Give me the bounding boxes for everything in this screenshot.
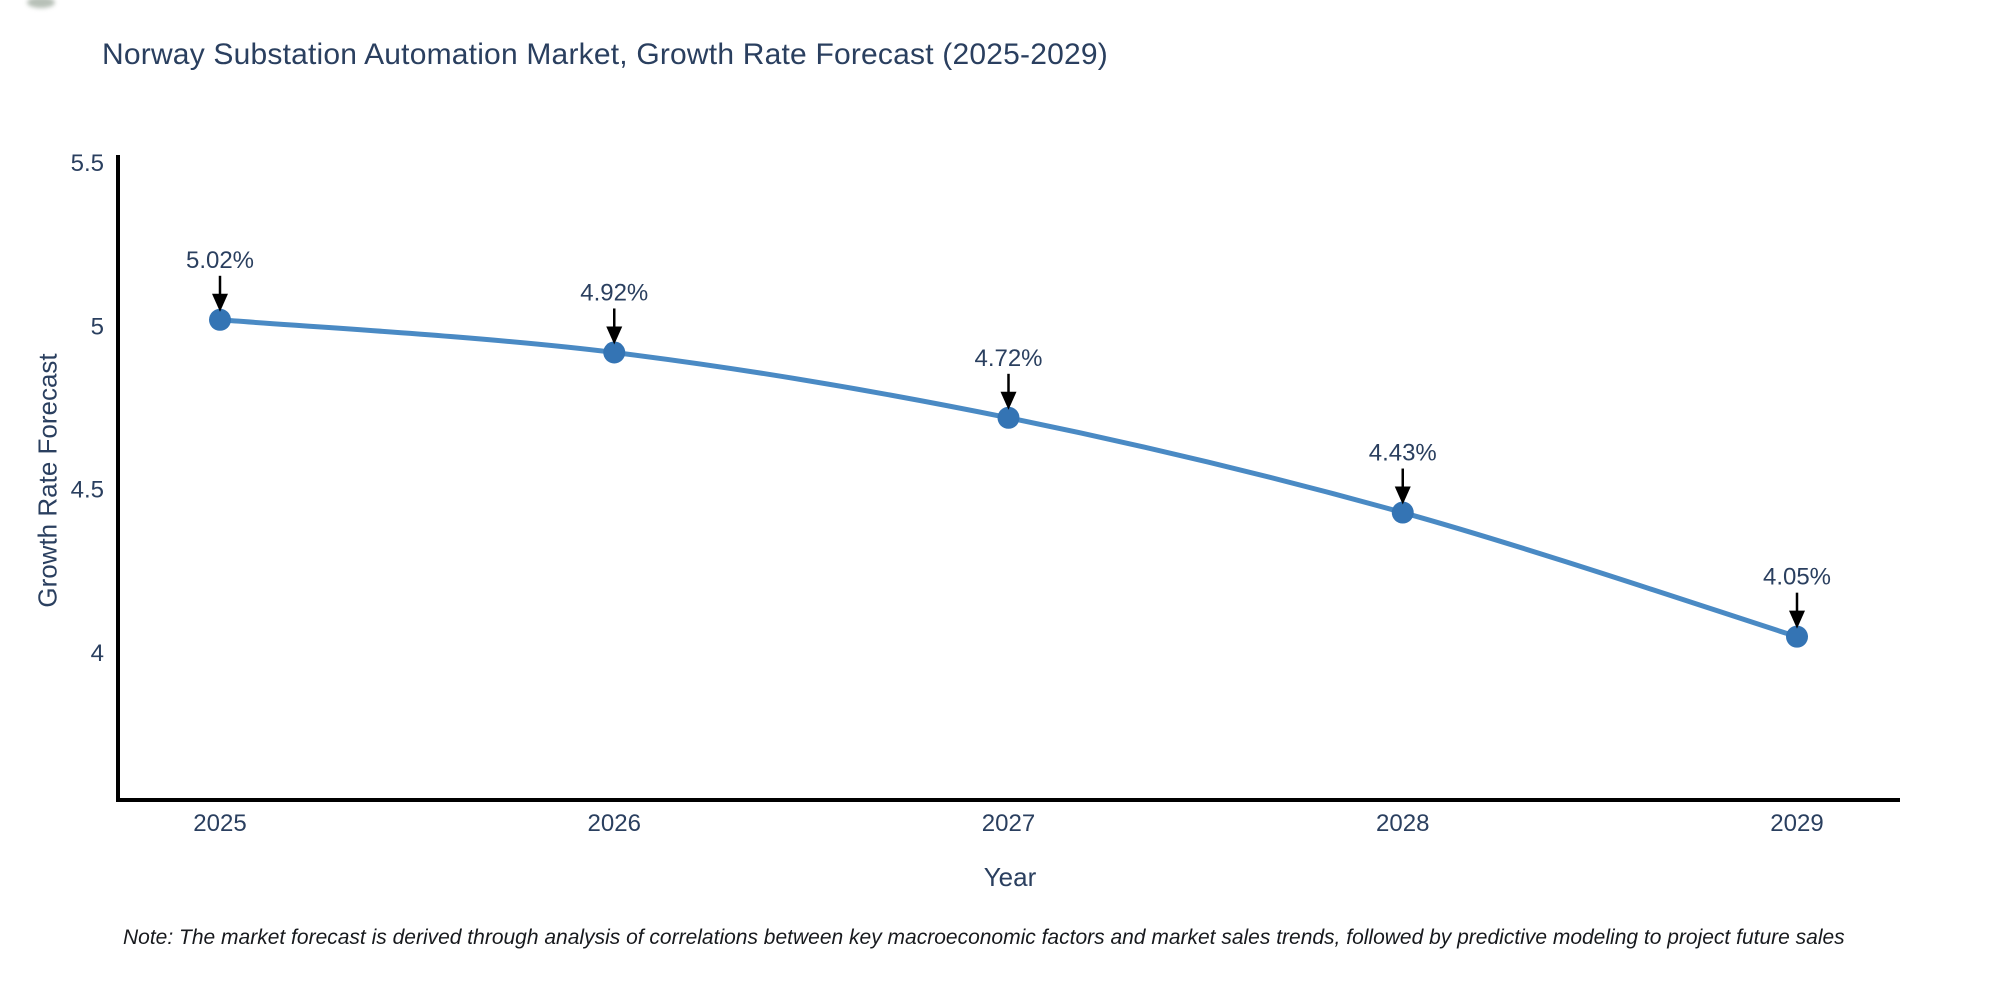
y-axis-title: Growth Rate Forecast <box>32 353 63 608</box>
x-tick-label: 2027 <box>982 810 1035 837</box>
x-tick-label: 2025 <box>193 810 246 837</box>
data-point-marker <box>209 308 231 331</box>
x-tick-label: 2029 <box>1770 810 1823 837</box>
data-point-label: 4.05% <box>1763 564 1831 591</box>
annotation-arrowhead <box>1789 610 1805 629</box>
x-axis-title: Year <box>983 862 1037 892</box>
y-tick-label: 5.5 <box>71 150 104 177</box>
data-point-marker <box>997 406 1020 429</box>
y-tick-label: 4.5 <box>71 477 104 504</box>
annotation-arrowhead <box>212 293 228 312</box>
top-edge-artifact <box>27 0 55 8</box>
data-point-label: 4.92% <box>580 279 648 306</box>
data-point-label: 4.43% <box>1369 440 1437 467</box>
data-point-label: 5.02% <box>186 247 254 274</box>
annotation-arrowhead <box>1394 486 1411 505</box>
data-point-label: 4.72% <box>974 345 1042 372</box>
annotation-arrowhead <box>606 326 623 345</box>
data-point-marker <box>603 341 626 364</box>
x-tick-label: 2028 <box>1376 810 1429 837</box>
y-tick-label: 4 <box>91 640 104 667</box>
annotation-arrowhead <box>1000 391 1017 410</box>
data-point-marker <box>1786 625 1808 648</box>
data-point-marker <box>1391 501 1414 524</box>
chart-title: Norway Substation Automation Market, Gro… <box>102 38 1108 71</box>
x-tick-label: 2026 <box>588 810 641 837</box>
y-tick-label: 5 <box>91 313 104 340</box>
chart-footnote: Note: The market forecast is derived thr… <box>123 926 1845 949</box>
